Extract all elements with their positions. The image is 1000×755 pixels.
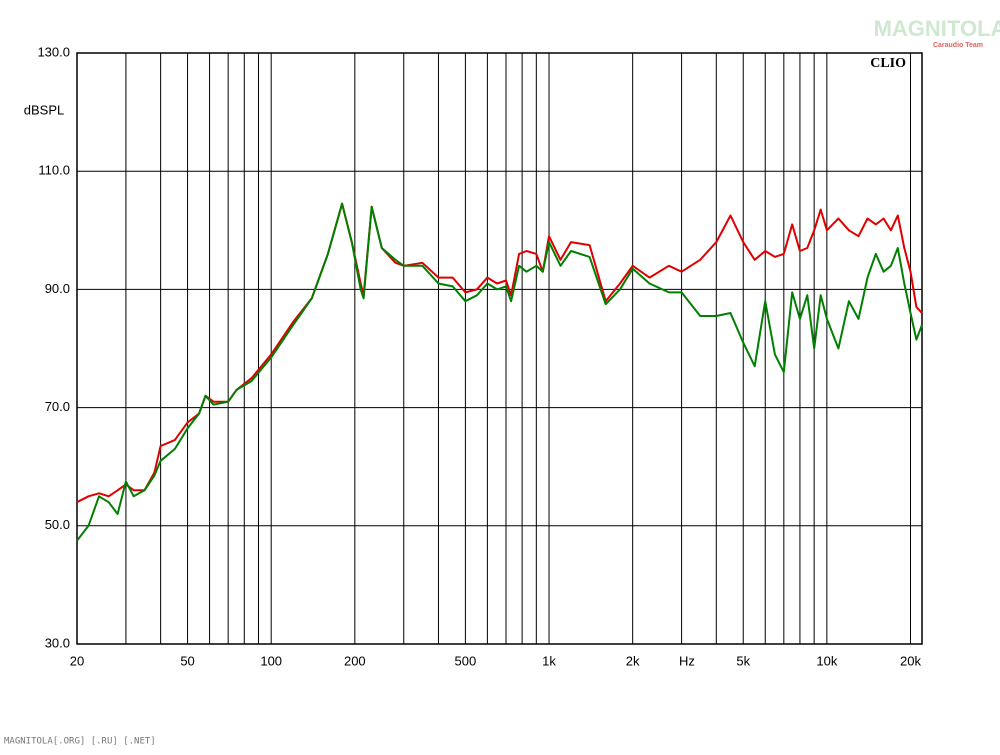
watermark-sub: Caraudio Team: [933, 42, 983, 49]
series-line: [76, 202, 923, 542]
footer: MAGNITOLA[.ORG] [.RU] [.NET]: [4, 737, 156, 747]
x-tick-label: 20k: [900, 653, 921, 668]
y-tick-label: 70.0: [45, 399, 70, 414]
y-tick-label: 110.0: [38, 163, 70, 178]
watermark: MAGNITOLA: [874, 16, 1000, 41]
y-tick-label: 130.0: [37, 44, 70, 59]
x-tick-label: 50: [180, 653, 194, 668]
x-tick-label: 500: [455, 653, 477, 668]
y-tick-label: 50.0: [45, 517, 70, 532]
y-tick-label: 90.0: [45, 281, 70, 296]
brand: CLIO: [870, 56, 906, 71]
x-tick-label: 10k: [816, 653, 837, 668]
x-tick-label: 1k: [542, 653, 556, 668]
y-tick-label: 30.0: [45, 635, 70, 650]
y-axis-label: dBSPL: [24, 102, 64, 117]
x-tick-label: 200: [344, 653, 366, 668]
plot-frame: [76, 52, 923, 645]
x-axis-label: Hz: [679, 653, 695, 668]
x-tick-label: 5k: [736, 653, 750, 668]
x-tick-label: 2k: [626, 653, 640, 668]
series-line: [76, 202, 923, 504]
x-tick-label: 100: [260, 653, 282, 668]
x-tick-label: 20: [70, 653, 84, 668]
